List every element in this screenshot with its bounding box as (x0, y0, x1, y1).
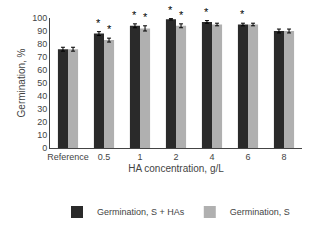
svg-text:Germination, S + HAs: Germination, S + HAs (97, 207, 185, 217)
svg-text:80: 80 (37, 39, 47, 49)
svg-text:8: 8 (281, 152, 286, 162)
svg-text:30: 30 (37, 104, 47, 114)
svg-text:10: 10 (37, 130, 47, 140)
svg-text:*: * (240, 8, 245, 20)
svg-text:1: 1 (137, 152, 142, 162)
svg-text:2: 2 (173, 152, 178, 162)
svg-text:Germination, %: Germination, % (16, 48, 27, 117)
svg-text:*: * (204, 6, 209, 18)
svg-text:*: * (96, 17, 101, 29)
svg-text:Reference: Reference (47, 152, 89, 162)
svg-text:0.5: 0.5 (98, 152, 111, 162)
svg-text:4: 4 (209, 152, 214, 162)
svg-text:70: 70 (37, 52, 47, 62)
svg-text:50: 50 (37, 78, 47, 88)
svg-text:HA concentration, g/L: HA concentration, g/L (128, 163, 224, 174)
svg-text:*: * (179, 9, 184, 21)
svg-text:0: 0 (42, 143, 47, 153)
svg-text:40: 40 (37, 91, 47, 101)
svg-text:*: * (132, 9, 137, 21)
svg-text:100: 100 (32, 13, 47, 23)
svg-text:20: 20 (37, 117, 47, 127)
svg-text:Germination, S: Germination, S (230, 207, 290, 217)
svg-text:*: * (143, 11, 148, 23)
svg-text:90: 90 (37, 26, 47, 36)
svg-text:*: * (168, 4, 173, 16)
svg-text:6: 6 (245, 152, 250, 162)
svg-text:*: * (107, 23, 112, 35)
svg-text:60: 60 (37, 65, 47, 75)
